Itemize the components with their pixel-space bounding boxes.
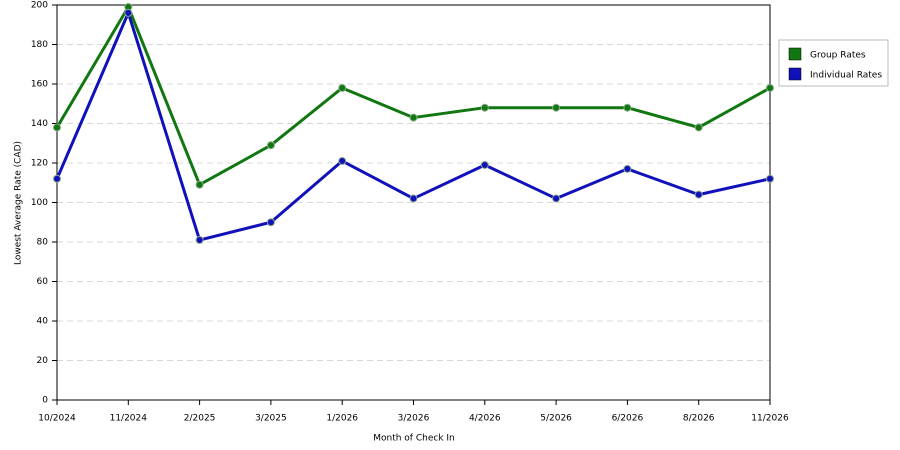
- x-axis-label: Month of Check In: [373, 434, 455, 444]
- legend-label: Individual Rates: [810, 71, 882, 81]
- data-point: [124, 8, 133, 17]
- data-point: [766, 174, 774, 183]
- x-tick-label: 4/2026: [469, 414, 501, 424]
- y-tick-label: 0: [42, 396, 48, 406]
- x-tick-label: 11/2026: [751, 414, 789, 424]
- data-point: [53, 174, 61, 183]
- data-point: [409, 194, 418, 203]
- data-point: [623, 164, 632, 173]
- data-point: [338, 83, 347, 92]
- x-tick-label: 11/2024: [110, 414, 148, 424]
- legend-swatch: [788, 67, 802, 81]
- legend-swatch: [788, 47, 802, 61]
- y-tick-label: 40: [37, 317, 49, 327]
- x-tick-label: 5/2026: [540, 414, 572, 424]
- y-tick-label: 160: [31, 80, 48, 90]
- x-tick-label: 3/2026: [398, 414, 430, 424]
- data-point: [195, 180, 204, 189]
- data-point: [480, 160, 489, 169]
- x-tick-label: 2/2025: [184, 414, 216, 424]
- y-tick-label: 180: [31, 40, 48, 50]
- data-point: [195, 236, 204, 245]
- legend-label: Group Rates: [810, 51, 866, 61]
- y-tick-label: 140: [31, 119, 48, 129]
- x-tick-label: 6/2026: [612, 414, 644, 424]
- data-point: [694, 190, 703, 199]
- x-tick-label: 3/2025: [255, 414, 287, 424]
- data-point: [266, 141, 275, 150]
- series-line: [55, 11, 771, 242]
- y-tick-label: 20: [37, 356, 49, 366]
- y-tick-label: 60: [37, 277, 49, 287]
- x-tick-label: 8/2026: [683, 414, 715, 424]
- data-point: [694, 123, 703, 132]
- series-line: [55, 5, 771, 187]
- data-point: [552, 103, 561, 112]
- y-tick-label: 200: [31, 1, 48, 11]
- data-point: [53, 123, 61, 132]
- y-tick-label: 120: [31, 159, 48, 169]
- y-axis-label: Lowest Average Rate (CAD): [14, 141, 24, 265]
- data-point: [338, 157, 347, 166]
- data-point: [623, 103, 632, 112]
- data-point: [266, 218, 275, 227]
- y-tick-label: 100: [31, 198, 48, 208]
- data-point: [409, 113, 418, 122]
- y-tick-label: 80: [37, 238, 49, 248]
- data-point: [766, 83, 774, 92]
- data-point: [552, 194, 561, 203]
- x-tick-label: 1/2026: [326, 414, 358, 424]
- x-tick-label: 10/2024: [38, 414, 76, 424]
- data-point: [480, 103, 489, 112]
